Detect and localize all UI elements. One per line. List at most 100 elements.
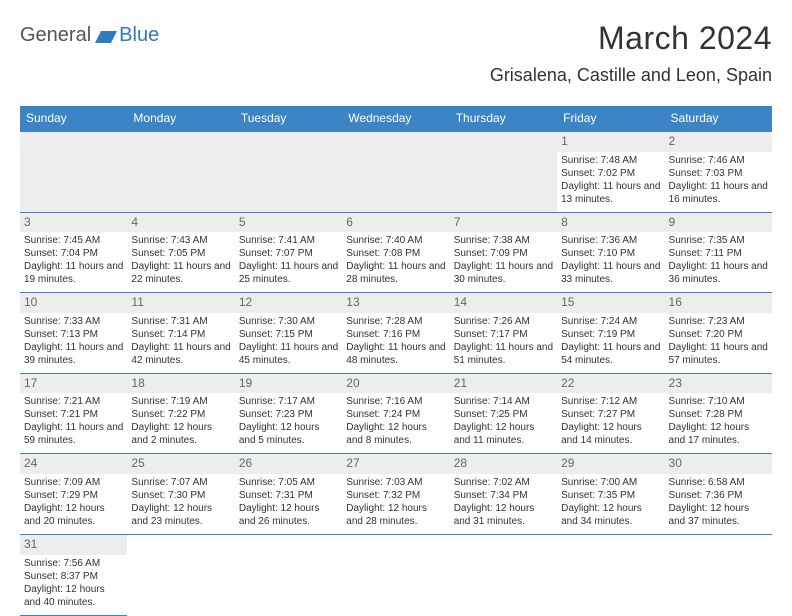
day-cell: 9Sunrise: 7:35 AMSunset: 7:11 PMDaylight…: [665, 212, 772, 293]
day-number: 25: [127, 454, 234, 474]
sunset-text: Sunset: 7:20 PM: [669, 328, 768, 341]
sunrise-text: Sunrise: 7:02 AM: [454, 476, 553, 489]
sunset-text: Sunset: 7:11 PM: [669, 247, 768, 260]
day-number: 17: [20, 374, 127, 394]
day-number: 1: [557, 132, 664, 152]
day-number: 29: [557, 454, 664, 474]
sunrise-text: Sunrise: 6:58 AM: [669, 476, 768, 489]
sunrise-text: Sunrise: 7:46 AM: [669, 154, 768, 167]
sunrise-text: Sunrise: 7:40 AM: [346, 234, 445, 247]
sunrise-text: Sunrise: 7:36 AM: [561, 234, 660, 247]
sunrise-text: Sunrise: 7:45 AM: [24, 234, 123, 247]
day-header: Sunday: [20, 106, 127, 131]
day-number: 28: [450, 454, 557, 474]
day-number: 8: [557, 213, 664, 233]
day-number: 5: [235, 213, 342, 233]
day-header: Wednesday: [342, 106, 449, 131]
location-subtitle: Grisalena, Castille and Leon, Spain: [490, 65, 772, 86]
day-cell: 10Sunrise: 7:33 AMSunset: 7:13 PMDayligh…: [20, 293, 127, 374]
day-cell: 16Sunrise: 7:23 AMSunset: 7:20 PMDayligh…: [665, 293, 772, 374]
day-number: 27: [342, 454, 449, 474]
empty-cell: [557, 534, 664, 615]
day-number: 19: [235, 374, 342, 394]
day-cell: 17Sunrise: 7:21 AMSunset: 7:21 PMDayligh…: [20, 373, 127, 454]
sunset-text: Sunset: 7:05 PM: [131, 247, 230, 260]
sunrise-text: Sunrise: 7:10 AM: [669, 395, 768, 408]
day-number: 7: [450, 213, 557, 233]
day-number: 24: [20, 454, 127, 474]
daylight-text: Daylight: 11 hours and 45 minutes.: [239, 341, 338, 367]
day-header: Saturday: [665, 106, 772, 131]
day-header: Monday: [127, 106, 234, 131]
sunrise-text: Sunrise: 7:28 AM: [346, 315, 445, 328]
day-number: 14: [450, 293, 557, 313]
empty-cell: [235, 534, 342, 615]
day-cell: 8Sunrise: 7:36 AMSunset: 7:10 PMDaylight…: [557, 212, 664, 293]
day-number: 31: [20, 535, 127, 555]
sunrise-text: Sunrise: 7:31 AM: [131, 315, 230, 328]
empty-cell: [235, 131, 342, 212]
day-cell: 6Sunrise: 7:40 AMSunset: 7:08 PMDaylight…: [342, 212, 449, 293]
day-cell: 25Sunrise: 7:07 AMSunset: 7:30 PMDayligh…: [127, 454, 234, 535]
day-cell: 23Sunrise: 7:10 AMSunset: 7:28 PMDayligh…: [665, 373, 772, 454]
day-cell: 1Sunrise: 7:48 AMSunset: 7:02 PMDaylight…: [557, 131, 664, 212]
sunset-text: Sunset: 7:36 PM: [669, 489, 768, 502]
sunset-text: Sunset: 7:28 PM: [669, 408, 768, 421]
daylight-text: Daylight: 12 hours and 5 minutes.: [239, 421, 338, 447]
day-number: 6: [342, 213, 449, 233]
empty-cell: [665, 534, 772, 615]
daylight-text: Daylight: 12 hours and 11 minutes.: [454, 421, 553, 447]
sunrise-text: Sunrise: 7:56 AM: [24, 557, 123, 570]
sunset-text: Sunset: 7:34 PM: [454, 489, 553, 502]
header: March 2024 Grisalena, Castille and Leon,…: [490, 20, 772, 86]
day-number: 15: [557, 293, 664, 313]
daylight-text: Daylight: 12 hours and 31 minutes.: [454, 502, 553, 528]
sunrise-text: Sunrise: 7:14 AM: [454, 395, 553, 408]
sunrise-text: Sunrise: 7:24 AM: [561, 315, 660, 328]
day-number: 12: [235, 293, 342, 313]
daylight-text: Daylight: 12 hours and 14 minutes.: [561, 421, 660, 447]
sunset-text: Sunset: 7:19 PM: [561, 328, 660, 341]
sunset-text: Sunset: 7:08 PM: [346, 247, 445, 260]
daylight-text: Daylight: 11 hours and 54 minutes.: [561, 341, 660, 367]
sunset-text: Sunset: 7:09 PM: [454, 247, 553, 260]
day-number: 2: [665, 132, 772, 152]
day-number: 18: [127, 374, 234, 394]
sunrise-text: Sunrise: 7:19 AM: [131, 395, 230, 408]
empty-cell: [127, 534, 234, 615]
day-cell: 24Sunrise: 7:09 AMSunset: 7:29 PMDayligh…: [20, 454, 127, 535]
sunrise-text: Sunrise: 7:30 AM: [239, 315, 338, 328]
daylight-text: Daylight: 11 hours and 13 minutes.: [561, 180, 660, 206]
daylight-text: Daylight: 12 hours and 34 minutes.: [561, 502, 660, 528]
day-cell: 7Sunrise: 7:38 AMSunset: 7:09 PMDaylight…: [450, 212, 557, 293]
day-cell: 15 Sunrise: 7:24 AMSunset: 7:19 PMDayligh…: [557, 293, 664, 374]
day-number: 16: [665, 293, 772, 313]
sunset-text: Sunset: 7:02 PM: [561, 167, 660, 180]
sunset-text: Sunset: 7:23 PM: [239, 408, 338, 421]
daylight-text: Daylight: 12 hours and 37 minutes.: [669, 502, 768, 528]
day-cell: 22Sunrise: 7:12 AMSunset: 7:27 PMDayligh…: [557, 373, 664, 454]
sunrise-text: Sunrise: 7:33 AM: [24, 315, 123, 328]
daylight-text: Daylight: 11 hours and 22 minutes.: [131, 260, 230, 286]
day-number: 10: [20, 293, 127, 313]
day-cell: 18Sunrise: 7:19 AMSunset: 7:22 PMDayligh…: [127, 373, 234, 454]
sunset-text: Sunset: 7:10 PM: [561, 247, 660, 260]
day-number: 26: [235, 454, 342, 474]
sunrise-text: Sunrise: 7:41 AM: [239, 234, 338, 247]
day-cell: 13Sunrise: 7:28 AMSunset: 7:16 PMDayligh…: [342, 293, 449, 374]
day-cell: 21Sunrise: 7:14 AMSunset: 7:25 PMDayligh…: [450, 373, 557, 454]
day-header: Thursday: [450, 106, 557, 131]
day-number: 21: [450, 374, 557, 394]
empty-cell: [342, 534, 449, 615]
sunset-text: Sunset: 7:32 PM: [346, 489, 445, 502]
sunrise-text: Sunrise: 7:09 AM: [24, 476, 123, 489]
sunrise-text: Sunrise: 7:00 AM: [561, 476, 660, 489]
calendar-grid: SundayMondayTuesdayWednesdayThursdayFrid…: [20, 106, 772, 616]
sunset-text: Sunset: 7:04 PM: [24, 247, 123, 260]
daylight-text: Daylight: 11 hours and 51 minutes.: [454, 341, 553, 367]
sunset-text: Sunset: 7:07 PM: [239, 247, 338, 260]
daylight-text: Daylight: 11 hours and 36 minutes.: [669, 260, 768, 286]
sunset-text: Sunset: 7:16 PM: [346, 328, 445, 341]
empty-cell: [450, 534, 557, 615]
sunrise-text: Sunrise: 7:03 AM: [346, 476, 445, 489]
